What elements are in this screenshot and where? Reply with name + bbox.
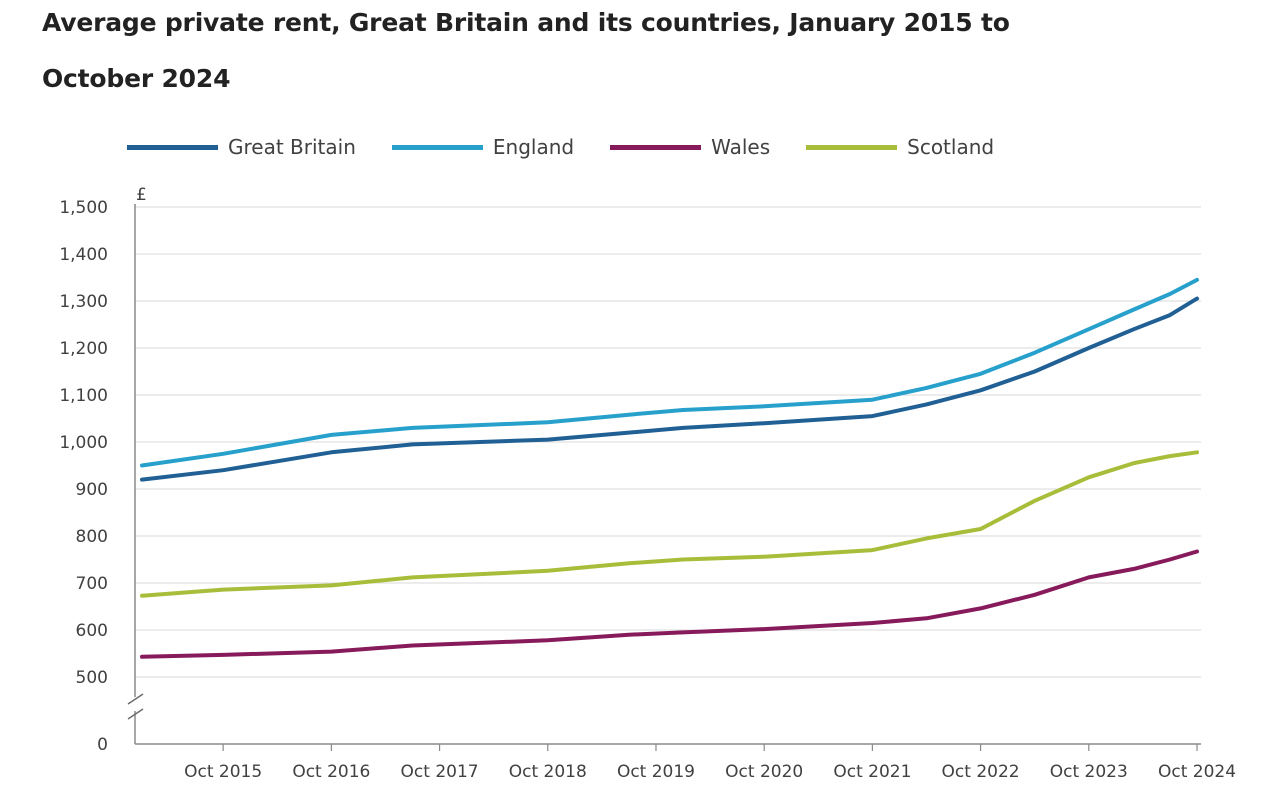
legend-item-wales[interactable]: Wales <box>610 135 770 159</box>
chart-legend: Great Britain England Wales Scotland <box>127 135 1030 159</box>
y-tick-label: 0 <box>97 735 108 755</box>
legend-swatch-great-britain <box>127 144 218 150</box>
y-tick-label: 1,400 <box>59 245 108 265</box>
legend-swatch-wales <box>610 144 702 150</box>
gridlines <box>135 206 1201 678</box>
axis-break-mark-lower <box>127 708 144 720</box>
series-line-great-britain[interactable] <box>140 296 1199 482</box>
legend-label-wales: Wales <box>711 135 771 159</box>
chart-title-line-1: Average private rent, Great Britain and … <box>42 8 1010 37</box>
legend-label-scotland: Scotland <box>907 135 995 159</box>
series-line-england[interactable] <box>140 277 1199 468</box>
y-tick-label: 900 <box>76 480 108 500</box>
x-tick-label: Oct 2020 <box>725 762 803 782</box>
x-tick-label: Oct 2016 <box>292 762 370 782</box>
x-tick-label: Oct 2019 <box>617 762 695 782</box>
series-line-wales[interactable] <box>140 549 1199 659</box>
x-tick-label: Oct 2018 <box>509 762 587 782</box>
x-tick-label: Oct 2022 <box>942 762 1020 782</box>
y-tick-label: 600 <box>76 621 108 641</box>
y-axis-unit-label: £ <box>136 185 147 205</box>
legend-label-england: England <box>492 135 575 159</box>
y-tick-label: 1,500 <box>59 198 108 218</box>
y-tick-label: 1,000 <box>59 433 108 453</box>
legend-label-great-britain: Great Britain <box>228 135 356 159</box>
chart-title-line-2: October 2024 <box>42 64 231 93</box>
y-tick-label: 1,100 <box>59 386 108 406</box>
x-tick-label: Oct 2015 <box>184 762 262 782</box>
axis-break-mark-upper <box>127 693 144 705</box>
series-line-scotland[interactable] <box>140 450 1199 598</box>
x-tick-label: Oct 2024 <box>1158 762 1236 782</box>
x-tick-label: Oct 2023 <box>1050 762 1128 782</box>
legend-item-scotland[interactable]: Scotland <box>806 135 994 159</box>
legend-swatch-england <box>391 144 483 150</box>
axes: 1,500 1,400 1,300 1,200 1,100 1,000 900 800 700 6… <box>59 198 1236 782</box>
legend-swatch-scotland <box>806 144 898 150</box>
y-tick-label: 700 <box>76 574 108 594</box>
y-tick-label: 500 <box>76 668 108 688</box>
y-tick-label: 1,300 <box>59 292 108 312</box>
legend-item-england[interactable]: England <box>391 135 575 159</box>
x-tick-label: Oct 2017 <box>401 762 479 782</box>
y-tick-label: 800 <box>76 527 108 547</box>
x-tick-label: Oct 2021 <box>833 762 911 782</box>
y-tick-label: 1,200 <box>59 339 108 359</box>
legend-item-great-britain[interactable]: Great Britain <box>127 135 356 159</box>
series-lines <box>140 277 1199 659</box>
